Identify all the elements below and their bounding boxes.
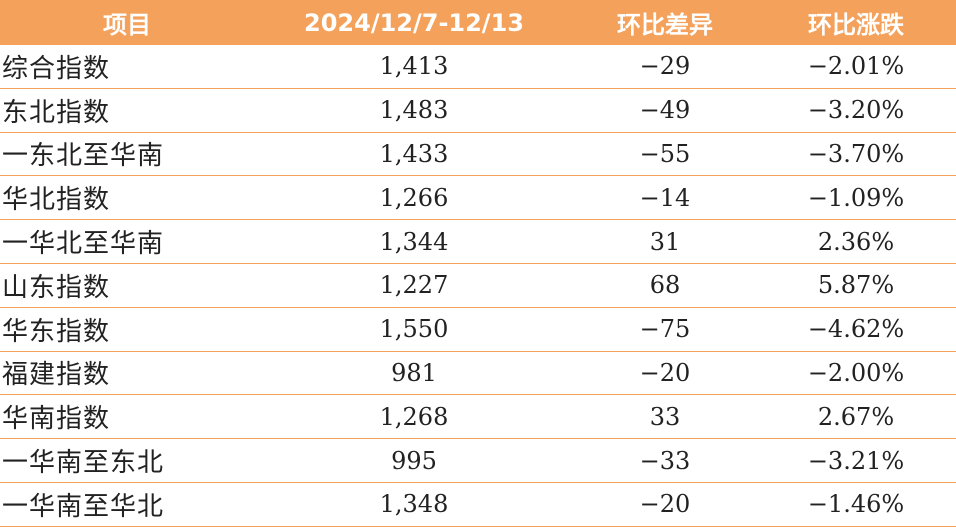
row-value: 981	[254, 351, 574, 396]
row-value: 1,550	[254, 307, 574, 352]
row-value: 1,433	[254, 132, 574, 177]
row-diff: −49	[574, 88, 756, 133]
table-row: 一东北至华南 1,433 −55 −3.70%	[0, 132, 956, 177]
row-change: 2.36%	[756, 219, 956, 264]
row-change: 2.67%	[756, 394, 956, 440]
row-value: 1,268	[254, 394, 574, 440]
row-label: 一华南至华北	[0, 482, 254, 527]
table-row: 华东指数 1,550 −75 −4.62%	[0, 307, 956, 352]
row-label: 综合指数	[0, 45, 254, 89]
row-diff: −29	[574, 45, 756, 89]
row-change: −3.21%	[756, 438, 956, 483]
table-row: 华南指数 1,268 33 2.67%	[0, 394, 956, 440]
header-change: 环比涨跌	[756, 0, 956, 45]
row-label: 一华南至东北	[0, 438, 254, 483]
table-row: 华北指数 1,266 −14 −1.09%	[0, 175, 956, 221]
row-diff: −55	[574, 132, 756, 177]
table-row: 山东指数 1,227 68 5.87%	[0, 263, 956, 308]
row-label: 福建指数	[0, 351, 254, 396]
row-diff: 31	[574, 219, 756, 264]
table-row: 一华北至华南 1,344 31 2.36%	[0, 219, 956, 264]
row-label: 东北指数	[0, 88, 254, 133]
row-change: 5.87%	[756, 263, 956, 308]
row-diff: −33	[574, 438, 756, 483]
row-diff: 33	[574, 394, 756, 440]
row-change: −3.20%	[756, 88, 956, 133]
row-change: −1.09%	[756, 175, 956, 221]
row-value: 1,266	[254, 175, 574, 221]
row-label: 山东指数	[0, 263, 254, 308]
row-change: −3.70%	[756, 132, 956, 177]
row-change: −2.01%	[756, 45, 956, 89]
row-value: 1,483	[254, 88, 574, 133]
table-row: 福建指数 981 −20 −2.00%	[0, 351, 956, 396]
row-diff: −20	[574, 351, 756, 396]
row-label: 华南指数	[0, 394, 254, 440]
row-value: 1,344	[254, 219, 574, 264]
header-period: 2024/12/7-12/13	[254, 0, 574, 45]
table-row: 东北指数 1,483 −49 −3.20%	[0, 88, 956, 133]
table-row: 一华南至华北 1,348 −20 −1.46%	[0, 482, 956, 527]
row-value: 1,413	[254, 45, 574, 89]
table-row: 综合指数 1,413 −29 −2.01%	[0, 45, 956, 89]
row-diff: −14	[574, 175, 756, 221]
header-diff: 环比差异	[574, 0, 756, 45]
row-value: 1,227	[254, 263, 574, 308]
header-row: 项目 2024/12/7-12/13 环比差异 环比涨跌	[0, 0, 956, 45]
row-label: 一东北至华南	[0, 132, 254, 177]
row-diff: −20	[574, 482, 756, 527]
row-label: 华北指数	[0, 175, 254, 221]
row-change: −1.46%	[756, 482, 956, 527]
row-value: 1,348	[254, 482, 574, 527]
row-label: 一华北至华南	[0, 219, 254, 264]
row-value: 995	[254, 438, 574, 483]
row-change: −2.00%	[756, 351, 956, 396]
row-diff: −75	[574, 307, 756, 352]
row-diff: 68	[574, 263, 756, 308]
row-label: 华东指数	[0, 307, 254, 352]
header-item: 项目	[0, 0, 254, 45]
table-row: 一华南至东北 995 −33 −3.21%	[0, 438, 956, 483]
row-change: −4.62%	[756, 307, 956, 352]
